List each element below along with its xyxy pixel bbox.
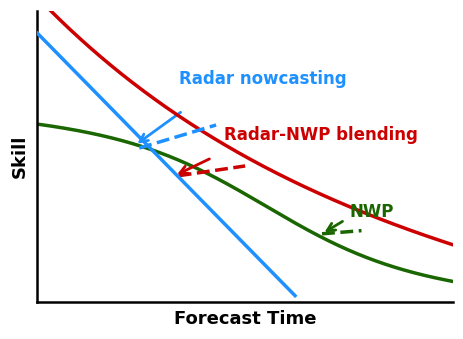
Y-axis label: Skill: Skill bbox=[11, 135, 29, 178]
Text: Radar nowcasting: Radar nowcasting bbox=[178, 71, 345, 88]
X-axis label: Forecast Time: Forecast Time bbox=[174, 310, 316, 328]
Text: Radar-NWP blending: Radar-NWP blending bbox=[224, 126, 417, 144]
Text: NWP: NWP bbox=[348, 203, 393, 221]
